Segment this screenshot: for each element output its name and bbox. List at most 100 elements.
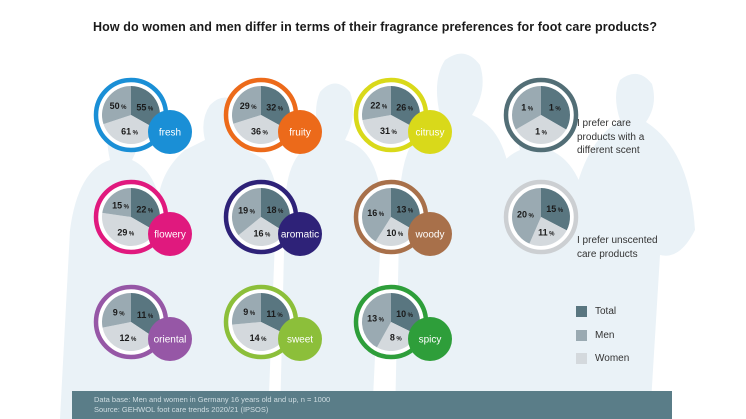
legend-swatch-women [576,353,587,365]
pie-value-unit: % [408,106,414,112]
legend-item-total: Total [576,300,629,324]
pie-slice-women [375,217,417,247]
pie-group-woody: 13 %10 %16 %woody [353,179,452,256]
legend-label: Men [595,329,615,341]
pie-value-unit: % [398,232,404,238]
pie-value-men: 50% [110,101,128,111]
pie-value-women: 11% [538,228,555,238]
pie-value-total: 10% [396,309,414,319]
pie-value-men: 29% [240,101,258,111]
pie-value-number: 22 [370,100,380,110]
pie-slice-women [232,322,287,352]
pie-value-number: 1 [535,126,540,136]
pie-value-unit: % [131,337,137,343]
pie-value-unit: % [542,130,548,136]
pie-value-total: 11% [266,309,283,319]
legend-swatch-men [576,329,587,341]
note-unscented: I prefer unscented care products [577,234,658,261]
pie-value-number: 11 [538,228,548,238]
legend-swatch-total [576,306,587,318]
pie-slice-total [541,86,570,130]
legend-item-women: Women [576,347,629,371]
pie-slice-women [376,322,418,351]
pie-slice-men [512,85,541,130]
pie-slice-women [102,322,156,351]
pie-value-unit: % [250,311,256,317]
pie-slice-total [391,86,421,129]
pie-value-total: 22% [136,205,154,215]
pie-value-unit: % [392,130,398,136]
note-line: care products [577,248,638,260]
pie-slice-men [231,188,261,236]
pie-value-unit: % [121,105,127,111]
category-label: flowery [154,230,186,241]
pie-value-men: 9% [113,307,126,317]
chart-title: How do women and men differ in terms of … [93,20,658,34]
category-label: fresh [159,128,181,139]
pie-value-number: 10 [386,228,396,238]
pie-value-total: 15% [546,204,564,214]
pie-value-men: 22% [370,100,388,110]
pie-value-number: 16 [254,228,264,238]
pie-value-number: 16 [367,208,377,218]
pie-value-unit: % [277,313,283,319]
pie-value-number: 29 [240,101,250,111]
pie-value-number: 22 [136,205,146,215]
pie-value-unit: % [558,208,564,214]
pie-slice-men [362,293,391,348]
pie-group-sweet: 11 %14 %9 %sweet [223,284,322,361]
pie-value-unit: % [408,209,414,215]
category-badge [278,110,322,154]
pie-value-unit: % [379,212,385,218]
pie-value-number: 18 [267,205,277,215]
note-line: I prefer care [577,118,631,129]
footer-database: Data base: Men and women in Germany 16 y… [94,395,331,404]
pie-slice-men [231,293,261,325]
pie-value-men: 9% [243,307,256,317]
pie-slice-men [511,188,541,244]
pie-value-unit: % [278,209,284,215]
pie-value-men: 20% [517,209,535,219]
pie-value-unit: % [129,232,135,238]
pie-value-number: 36 [251,126,261,136]
pie-value-number: 13 [396,205,406,215]
pie-slice-women [233,115,287,145]
pie-slice-total [261,86,290,129]
pie-slice-total [541,188,570,231]
pie-value-men: 13% [367,314,385,324]
pie-value-number: 19 [238,206,248,216]
pie-value-number: 1 [521,103,526,113]
pie-value-number: 13 [367,314,377,324]
legend-item-men: Men [576,324,629,348]
pie-value-unit: % [528,213,534,219]
category-badge [278,317,322,361]
pie-value-unit: % [261,337,267,343]
category-badge [408,110,452,154]
pie-value-number: 10 [396,309,406,319]
pie-value-women: 61% [121,126,139,136]
pie-value-number: 55 [136,102,146,112]
category-badge [148,212,192,256]
pie-value-women: 29% [117,228,135,238]
category-label: woody [415,230,445,241]
pie-value-unit: % [148,106,154,112]
note-different-scent: I prefer care products with a different … [577,117,644,158]
category-badge [408,317,452,361]
pie-value-number: 1 [549,103,554,113]
pie-value-unit: % [250,210,256,216]
pie-value-unit: % [119,311,125,317]
category-label: sweet [287,335,313,346]
legend-label: Women [595,353,630,365]
legend-label: Total [595,306,617,318]
pie-slice-women [362,115,417,145]
note-line: products with a [577,131,645,143]
pie-value-number: 15 [546,204,556,214]
pie-value-number: 26 [396,102,406,112]
pie-group-citrusy: 26 %31 %22 %citrusy [353,77,452,154]
silhouette-person-4 [470,93,590,419]
pie-value-unit: % [251,105,257,111]
pie-group-care-products: 15 %11 %20% [503,179,579,255]
pie-value-number: 50 [110,101,120,111]
pie-value-number: 31 [380,126,390,136]
